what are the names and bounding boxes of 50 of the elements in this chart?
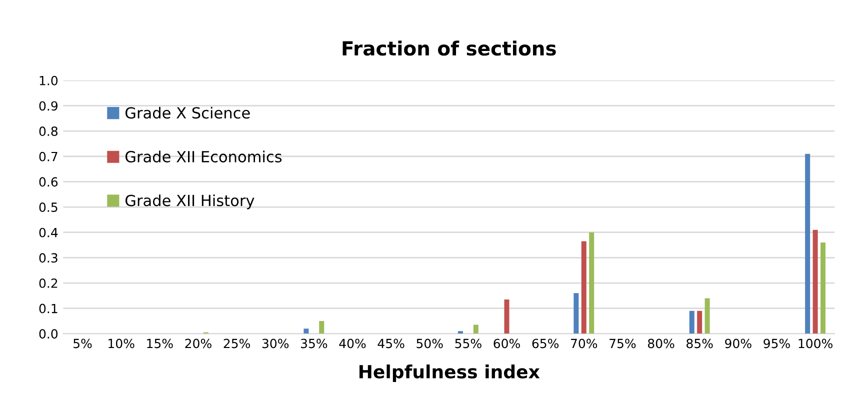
x-tick-label: 60% bbox=[494, 338, 520, 348]
y-tick-label: 1.0 bbox=[40, 76, 58, 86]
x-tick-label: 30% bbox=[262, 338, 289, 348]
bar bbox=[697, 310, 702, 334]
y-tick-label: 0.1 bbox=[39, 304, 58, 314]
bar bbox=[805, 154, 810, 334]
x-tick-label: 95% bbox=[764, 338, 790, 348]
x-tick-label: 75% bbox=[610, 338, 636, 348]
x-tick-label: 10% bbox=[108, 338, 134, 348]
bar bbox=[458, 331, 463, 334]
legend-label: Grade XII History bbox=[125, 194, 254, 210]
legend-label: Grade X Science bbox=[125, 106, 250, 119]
x-tick-label: 85% bbox=[686, 338, 713, 348]
x-tick-label: 80% bbox=[648, 338, 674, 348]
x-tick-label: 5% bbox=[74, 338, 92, 348]
bar bbox=[574, 293, 579, 334]
x-tick-label: 25% bbox=[224, 338, 250, 348]
x-tick-label: 40% bbox=[339, 338, 366, 348]
y-tick-label: 0.9 bbox=[39, 101, 58, 111]
legend-label: Grade XII Economics bbox=[125, 150, 282, 162]
chart-title: Fraction of sections bbox=[342, 40, 556, 56]
y-tick-label: 0.6 bbox=[39, 177, 58, 187]
bar bbox=[689, 310, 694, 334]
x-axis-title: Helpfulness index bbox=[360, 364, 540, 382]
bar bbox=[581, 241, 586, 334]
x-tick-label: 55% bbox=[455, 338, 482, 348]
x-tick-label: 45% bbox=[378, 338, 404, 348]
y-tick-label: 0.2 bbox=[39, 278, 58, 288]
x-tick-label: 35% bbox=[300, 338, 328, 348]
bar bbox=[820, 242, 826, 334]
x-tick-label: 20% bbox=[185, 338, 212, 348]
x-tick-label: 90% bbox=[725, 338, 752, 348]
bar bbox=[589, 232, 594, 334]
x-tick-label: 15% bbox=[147, 338, 173, 348]
x-tick-label: 65% bbox=[532, 338, 559, 348]
bar bbox=[473, 324, 478, 334]
y-tick-label: 0.3 bbox=[39, 253, 58, 263]
y-tick-label: 0.0 bbox=[39, 329, 58, 339]
bar bbox=[319, 320, 324, 334]
bar bbox=[704, 298, 710, 334]
x-tick-label: 50% bbox=[416, 338, 443, 348]
x-tick-label: 100% bbox=[798, 338, 832, 348]
bar bbox=[304, 328, 309, 334]
bar bbox=[812, 230, 818, 334]
y-tick-label: 0.5 bbox=[39, 202, 58, 212]
x-tick-label: 70% bbox=[571, 338, 598, 348]
y-tick-label: 0.8 bbox=[39, 126, 58, 136]
y-tick-label: 0.7 bbox=[39, 152, 58, 162]
y-tick-label: 0.4 bbox=[39, 228, 58, 238]
bar bbox=[504, 299, 510, 334]
